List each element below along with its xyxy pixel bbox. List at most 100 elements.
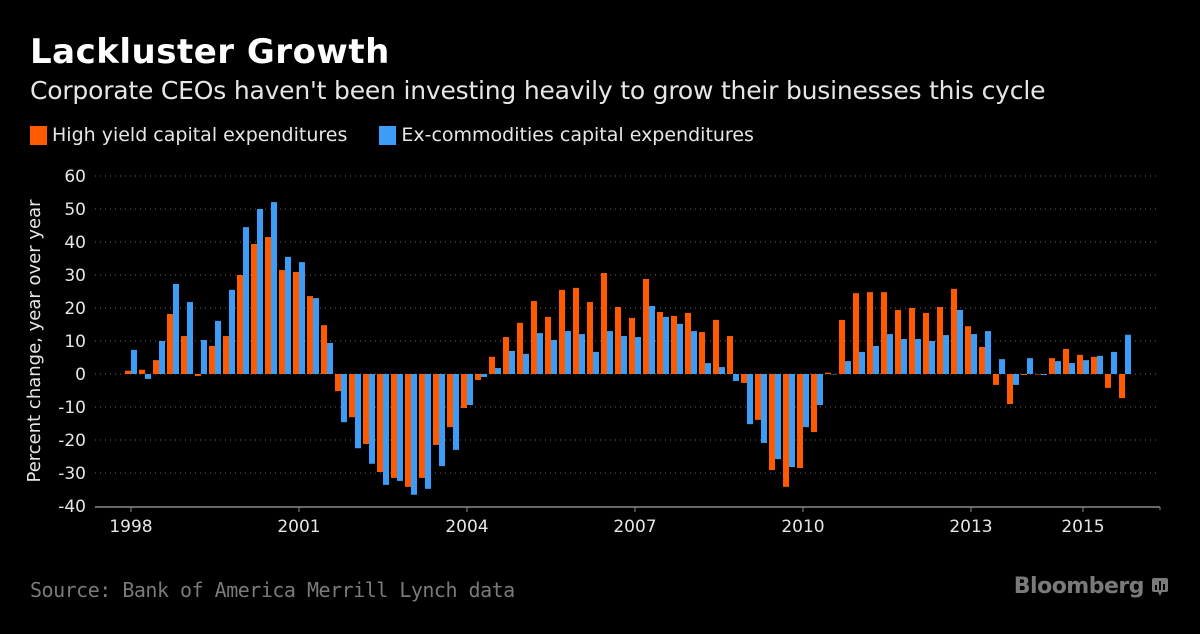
bar-high-yield xyxy=(797,374,803,469)
bar-ex-commodities xyxy=(341,374,347,423)
bar-ex-commodities xyxy=(1055,361,1061,374)
bloomberg-chart-bubble-icon xyxy=(1152,577,1168,596)
bar-high-yield xyxy=(1021,374,1027,375)
bar-ex-commodities xyxy=(1097,355,1103,374)
legend-label-ex-commodities: Ex-commodities capital expenditures xyxy=(401,124,754,146)
legend-label-high-yield: High yield capital expenditures xyxy=(52,124,348,146)
bar-high-yield xyxy=(1091,356,1097,374)
chart-subtitle: Corporate CEOs haven't been investing he… xyxy=(30,76,1046,105)
bar-high-yield xyxy=(279,270,285,374)
bar-ex-commodities xyxy=(915,339,921,374)
bar-ex-commodities xyxy=(1013,374,1019,385)
bar-high-yield xyxy=(1049,358,1055,374)
bar-ex-commodities xyxy=(999,359,1005,374)
brand-name: Bloomberg xyxy=(1013,574,1145,599)
bar-ex-commodities xyxy=(943,335,949,374)
y-tick-label: 30 xyxy=(64,266,86,286)
bars xyxy=(125,202,1131,495)
bar-ex-commodities xyxy=(173,283,179,374)
x-tick-label: 2001 xyxy=(277,517,320,537)
x-tick-label: 2010 xyxy=(781,517,824,537)
bar-ex-commodities xyxy=(831,374,837,375)
bar-ex-commodities xyxy=(467,374,473,406)
bar-high-yield xyxy=(783,374,789,487)
bar-high-yield xyxy=(419,374,425,478)
bar-high-yield xyxy=(545,316,551,374)
bar-high-yield xyxy=(895,309,901,374)
bar-ex-commodities xyxy=(817,374,823,406)
bar-ex-commodities xyxy=(1083,360,1089,374)
bar-high-yield xyxy=(587,302,593,374)
bar-ex-commodities xyxy=(257,209,263,374)
bar-high-yield xyxy=(811,374,817,433)
bar-high-yield xyxy=(951,288,957,374)
bar-high-yield xyxy=(713,319,719,374)
bar-ex-commodities xyxy=(495,368,501,374)
bar-high-yield xyxy=(909,308,915,374)
bar-high-yield xyxy=(685,312,691,374)
bar-ex-commodities xyxy=(551,340,557,374)
bar-high-yield xyxy=(363,374,369,444)
bar-high-yield xyxy=(335,374,341,392)
y-tick-label: 60 xyxy=(64,167,86,187)
bloomberg-logo: Bloomberg xyxy=(1014,574,1168,599)
bar-ex-commodities xyxy=(901,339,907,374)
bar-high-yield xyxy=(755,374,761,420)
bar-ex-commodities xyxy=(159,341,165,374)
bar-ex-commodities xyxy=(1111,351,1117,374)
bar-ex-commodities xyxy=(789,374,795,468)
bar-high-yield xyxy=(475,374,481,380)
bar-high-yield xyxy=(153,360,159,374)
bar-ex-commodities xyxy=(369,374,375,464)
bar-high-yield xyxy=(867,292,873,374)
y-tick-label: 0 xyxy=(75,365,86,385)
y-tick-label: 20 xyxy=(64,299,86,319)
y-axis-ticks: 60 50 40 30 20 10 0 -10 -20 -30 -40 xyxy=(58,167,86,517)
y-tick-label: -10 xyxy=(58,398,86,418)
bar-high-yield xyxy=(699,332,705,374)
bar-ex-commodities xyxy=(635,337,641,374)
bar-high-yield xyxy=(741,374,747,383)
bar-high-yield xyxy=(979,346,985,374)
bar-high-yield xyxy=(531,301,537,374)
bar-high-yield xyxy=(853,293,859,374)
bar-high-yield xyxy=(1007,374,1013,405)
bar-ex-commodities xyxy=(145,374,151,379)
bar-ex-commodities xyxy=(523,353,529,374)
bar-ex-commodities xyxy=(215,320,221,374)
bar-high-yield xyxy=(349,374,355,418)
bar-ex-commodities xyxy=(243,227,249,374)
bar-high-yield xyxy=(615,307,621,374)
legend-swatch-high-yield xyxy=(30,125,47,145)
bar-ex-commodities xyxy=(1125,334,1131,374)
x-tick-label: 2007 xyxy=(613,517,656,537)
y-tick-label: 40 xyxy=(64,233,86,253)
bar-ex-commodities xyxy=(439,374,445,467)
bar-ex-commodities xyxy=(271,202,277,374)
bar-high-yield xyxy=(433,374,439,445)
bar-high-yield xyxy=(503,337,509,374)
bar-high-yield xyxy=(461,374,467,408)
bar-ex-commodities xyxy=(887,334,893,374)
bar-high-yield xyxy=(671,315,677,374)
bar-high-yield xyxy=(377,374,383,473)
bar-ex-commodities xyxy=(957,309,963,374)
bar-ex-commodities xyxy=(691,331,697,374)
bar-high-yield xyxy=(657,311,663,374)
bar-ex-commodities xyxy=(285,256,291,374)
y-axis-label: Percent change, year over year xyxy=(24,199,45,483)
legend-swatch-ex-commodities xyxy=(379,125,397,145)
bar-high-yield xyxy=(209,345,215,374)
bar-ex-commodities xyxy=(929,341,935,374)
bar-ex-commodities xyxy=(803,374,809,428)
bar-ex-commodities xyxy=(201,340,207,374)
bar-ex-commodities xyxy=(845,361,851,374)
bar-high-yield xyxy=(237,275,243,374)
bar-ex-commodities xyxy=(859,351,865,374)
bar-high-yield xyxy=(643,278,649,374)
bar-high-yield xyxy=(405,374,411,487)
bar-high-yield xyxy=(965,326,971,374)
bar-high-yield xyxy=(1035,374,1041,375)
bar-ex-commodities xyxy=(761,374,767,443)
bar-high-yield xyxy=(517,322,523,374)
